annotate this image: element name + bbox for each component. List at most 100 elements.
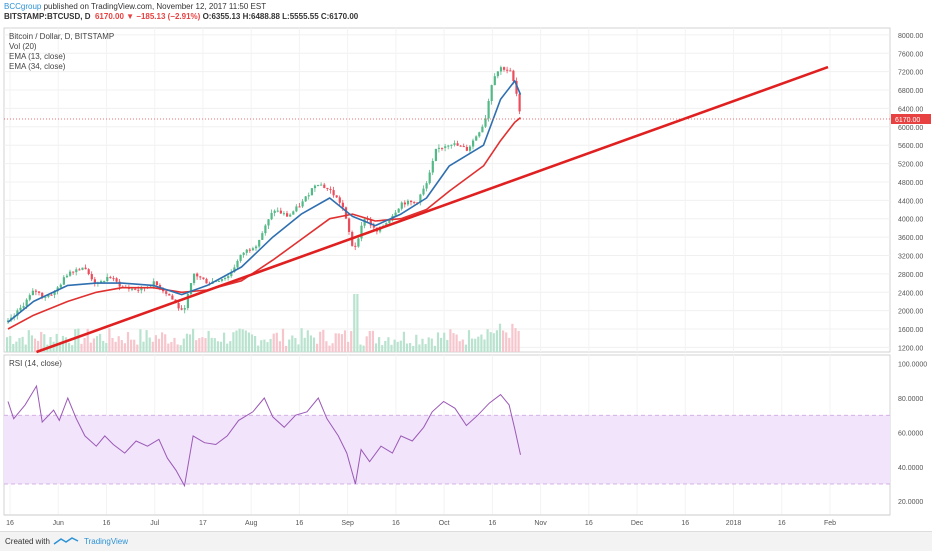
volume-bar [269, 338, 272, 352]
candle-body [84, 267, 87, 270]
candle-body [100, 281, 103, 283]
candle-body [236, 260, 239, 268]
volume-bar [223, 332, 226, 352]
candle-body [31, 290, 34, 296]
candle-body [323, 184, 326, 188]
candle-body [69, 271, 72, 276]
candle-body [152, 281, 155, 287]
candle-body [255, 246, 258, 249]
volume-bar [272, 333, 275, 352]
candle-body [230, 271, 233, 277]
volume-bar [396, 341, 399, 352]
volume-bar [412, 345, 415, 352]
candle-body [261, 233, 264, 240]
candle-body [490, 85, 493, 102]
volume-bar [95, 336, 99, 352]
volume-bar [421, 338, 424, 352]
x-tick-label: 16 [681, 520, 689, 527]
price-tick-label: 2800.00 [898, 272, 923, 279]
volume-bar [260, 340, 263, 352]
candle-body [62, 277, 65, 285]
volume-bar [117, 336, 120, 352]
volume-bar [15, 341, 18, 352]
volume-bar [495, 330, 498, 352]
candle-body [220, 279, 224, 281]
volume-bar [288, 339, 291, 352]
candle-body [75, 269, 78, 273]
rsi-line [7, 384, 521, 488]
volume-bar [300, 328, 303, 352]
volume-bar [471, 338, 474, 352]
volume-bar [343, 330, 347, 352]
price-tick-label: 1200.00 [898, 345, 923, 352]
candle-body [72, 271, 75, 273]
volume-bar [486, 329, 489, 352]
candle-body [397, 208, 400, 213]
candle-body [270, 212, 273, 220]
candle-body [16, 310, 19, 316]
chart-canvas[interactable]: 1200.00 1600.00 2000.00 2400.00 2800.00 3200.… [0, 0, 932, 531]
candle-body [258, 239, 261, 247]
volume-bar [340, 334, 343, 352]
trendline [36, 65, 829, 354]
candle-body [403, 202, 406, 205]
volume-bar [374, 343, 378, 352]
candle-body [134, 288, 137, 290]
x-tick-label: Jul [150, 520, 159, 527]
vol-legend[interactable]: Vol (20) [9, 42, 37, 51]
volume-bar [257, 345, 260, 352]
candle-body [348, 218, 351, 232]
volume-bar [511, 323, 514, 352]
volume-bar [213, 338, 216, 352]
volume-bar [111, 337, 114, 352]
candle-body [34, 290, 38, 292]
author-link[interactable]: BCCgroup [4, 2, 42, 11]
volume-bar [164, 334, 167, 352]
ema13-legend[interactable]: EMA (13, close) [9, 52, 66, 61]
rsi-tick-label: 80.0000 [898, 396, 923, 403]
volume-bar [368, 331, 371, 352]
volume-bar [123, 343, 126, 352]
volume-bar [114, 341, 117, 352]
rsi-tick-label: 100.0000 [898, 362, 927, 369]
candle-body [509, 70, 512, 72]
last-price-badge-text: 6170.00 [895, 117, 920, 124]
volume-bar [263, 339, 266, 352]
volume-bar [33, 338, 37, 352]
candle-body [304, 196, 307, 202]
candle-body [78, 269, 81, 271]
volume-bar [347, 341, 350, 352]
candle-body [47, 294, 50, 297]
volume-bar [331, 343, 334, 352]
volume-bar [151, 341, 154, 352]
volume-bar [49, 337, 52, 352]
volume-bar [229, 341, 232, 352]
x-tick-label: 2018 [726, 520, 742, 527]
price-tick-label: 7600.00 [898, 51, 923, 58]
candle-body [168, 293, 171, 296]
volume-bar [424, 344, 427, 352]
volume-bar [461, 339, 464, 352]
volume-bar [467, 330, 471, 352]
rsi-legend[interactable]: RSI (14, close) [9, 359, 62, 368]
ema34-legend[interactable]: EMA (34, close) [9, 62, 66, 71]
candle-body [199, 276, 202, 278]
volume-bar [102, 340, 105, 352]
volume-bar [43, 334, 46, 352]
tradingview-link[interactable]: TradingView [84, 537, 129, 546]
candle-body [28, 295, 31, 300]
candle-body [65, 275, 69, 278]
publish-text: published on TradingView.com, November 1… [41, 2, 267, 11]
candle-body [447, 145, 450, 147]
volume-bar [126, 332, 130, 352]
footer-bar: Created with TradingView [0, 531, 932, 551]
volume-bar [130, 339, 133, 352]
volume-bar [83, 338, 86, 352]
candle-body [282, 213, 286, 215]
volume-bar [492, 333, 495, 352]
price-tick-label: 4000.00 [898, 217, 923, 224]
candle-body [196, 273, 199, 277]
volume-bar [145, 330, 148, 352]
price-tick-label: 3600.00 [898, 235, 923, 242]
candle-body [372, 225, 375, 228]
